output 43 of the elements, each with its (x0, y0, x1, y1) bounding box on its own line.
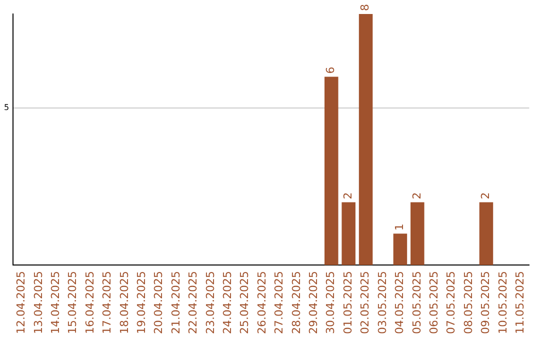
x-tick-label: 28.04.2025 (290, 271, 303, 334)
y-tick-label: 5 (4, 103, 10, 112)
x-tick-label: 11.05.2025 (513, 271, 526, 334)
x-tick-label: 02.05.2025 (358, 271, 372, 334)
bar (479, 202, 494, 266)
x-tick-label: 19.04.2025 (134, 271, 148, 334)
x-tick-label: 07.05.2025 (444, 271, 458, 334)
bar (410, 202, 424, 266)
x-tick-label: 13.04.2025 (32, 271, 45, 334)
x-tick-label: 14.04.2025 (48, 271, 62, 334)
x-tick-label: 06.05.2025 (427, 271, 440, 334)
bar (358, 14, 373, 266)
bar (342, 202, 356, 266)
x-tick-label: 09.05.2025 (479, 271, 492, 334)
x-tick-label: 26.04.2025 (255, 271, 268, 334)
data-label: 2 (410, 192, 424, 200)
x-tick-label: 22.04.2025 (186, 271, 200, 334)
x-tick-label: 16.04.2025 (83, 271, 96, 334)
x-tick-label: 20.04.2025 (152, 271, 166, 334)
x-tick-label: 10.05.2025 (496, 271, 510, 334)
x-tick-label: 25.04.2025 (238, 271, 252, 334)
data-label: 1 (393, 224, 406, 231)
bar (393, 234, 408, 266)
x-tick-label: 04.05.2025 (393, 271, 406, 334)
data-label: 8 (358, 4, 372, 11)
data-label: 2 (341, 192, 354, 200)
data-label: 6 (324, 66, 338, 74)
x-tick-label: 23.04.2025 (204, 271, 217, 334)
data-label: 2 (479, 192, 492, 200)
x-tick-label: 27.04.2025 (272, 271, 286, 334)
x-tick-label: 03.05.2025 (376, 271, 389, 334)
x-tick-label: 30.04.2025 (324, 271, 338, 334)
x-tick-label: 15.04.2025 (66, 271, 80, 334)
x-tick-label: 24.04.2025 (221, 271, 234, 334)
x-tick-label: 17.04.2025 (100, 271, 114, 334)
x-tick-label: 29.04.2025 (307, 271, 320, 334)
bar (324, 76, 338, 266)
x-tick-label: 08.05.2025 (462, 271, 475, 334)
x-tick-label: 18.04.2025 (118, 271, 131, 334)
x-tick-label: 01.05.2025 (341, 271, 354, 334)
x-tick-label: 12.04.2025 (14, 271, 28, 334)
x-tick-label: 21.04.2025 (169, 271, 182, 334)
x-tick-label: 05.05.2025 (410, 271, 424, 334)
